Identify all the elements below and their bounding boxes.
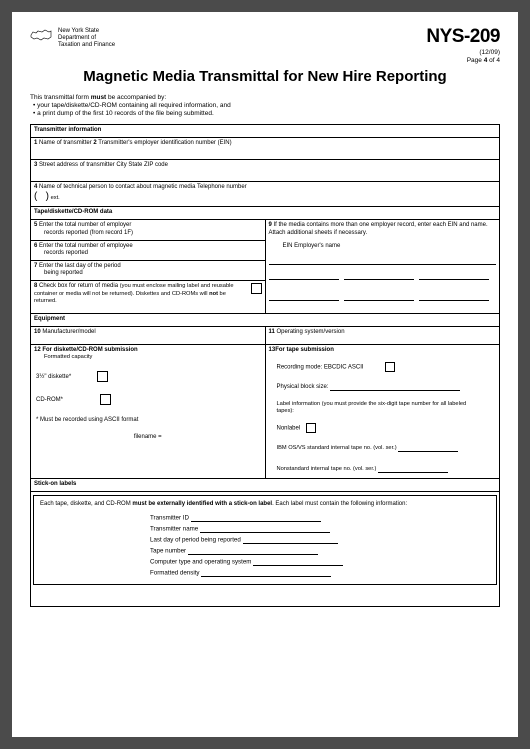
field-1-2[interactable]: 1 Name of transmitter 2 Transmitter's em… bbox=[31, 137, 500, 159]
label-transmitter-name[interactable]: Transmitter name bbox=[150, 524, 490, 533]
section-stickon: Stick-on labels bbox=[31, 479, 500, 492]
label-list: Transmitter ID Transmitter name Last day… bbox=[150, 513, 490, 577]
department-text: New York State Department of Taxation an… bbox=[58, 28, 115, 64]
header: New York State Department of Taxation an… bbox=[30, 26, 500, 64]
checkbox-nonlabel[interactable] bbox=[306, 423, 316, 433]
filename-field[interactable]: filename = bbox=[34, 428, 262, 447]
label-transmitter-id[interactable]: Transmitter ID bbox=[150, 513, 490, 522]
dept-line1: New York State bbox=[58, 28, 115, 35]
header-right: NYS-209 (12/09) Page 4 of 4 bbox=[426, 26, 500, 64]
phone-parens: ( ) bbox=[34, 191, 49, 202]
physical-block-size[interactable]: Physical block size: bbox=[277, 382, 497, 391]
field-11[interactable]: 11 Operating system/version bbox=[265, 327, 500, 345]
checkbox-return-media[interactable] bbox=[251, 283, 262, 294]
ascii-note: * Must be recorded using ASCII format bbox=[36, 417, 262, 424]
field-13: 13For tape submission Recording mode: EB… bbox=[265, 345, 500, 479]
field-6[interactable]: 6 Enter the total number of employee rec… bbox=[31, 240, 265, 260]
field-5[interactable]: 5 Enter the total number of employer rec… bbox=[31, 220, 265, 240]
header-left: New York State Department of Taxation an… bbox=[30, 26, 115, 64]
stickon-text: Each tape, diskette, and CD-ROM must be … bbox=[40, 501, 490, 508]
opt-diskette[interactable]: 3½" diskette* bbox=[36, 371, 262, 382]
checkbox-diskette[interactable] bbox=[97, 371, 108, 382]
recording-mode[interactable]: Recording mode: EBCDIC ASCII bbox=[277, 362, 497, 372]
field-3[interactable]: 3 Street address of transmitter City Sta… bbox=[31, 159, 500, 181]
field-4[interactable]: 4 Name of technical person to contact ab… bbox=[31, 181, 500, 206]
form-page: New York State Department of Taxation an… bbox=[12, 12, 518, 737]
nonstd-tape[interactable]: Nonstandard internal tape no. (vol. ser.… bbox=[277, 464, 497, 473]
field-12: 12 For diskette/CD-ROM submission Format… bbox=[31, 345, 266, 479]
opt-cdrom[interactable]: CD-ROM* bbox=[36, 394, 262, 405]
label-formatted-density[interactable]: Formatted density bbox=[150, 568, 490, 577]
intro-line1: This transmittal form must be accompanie… bbox=[30, 94, 500, 102]
nys-state-icon bbox=[30, 28, 52, 64]
form-date: (12/09) bbox=[426, 49, 500, 57]
intro-block: This transmittal form must be accompanie… bbox=[30, 94, 500, 117]
field-8[interactable]: 8 Check box for return of media (you mus… bbox=[31, 281, 265, 313]
left-5-8: 5 Enter the total number of employer rec… bbox=[31, 220, 266, 314]
label-last-day[interactable]: Last day of period being reported bbox=[150, 535, 490, 544]
page-title: Magnetic Media Transmittal for New Hire … bbox=[30, 68, 500, 86]
intro-bullet-2: • a print dump of the first 10 records o… bbox=[30, 110, 500, 118]
dept-line3: Taxation and Finance bbox=[58, 42, 115, 49]
ibm-tape[interactable]: IBM OS/VS standard internal tape no. (vo… bbox=[277, 443, 497, 452]
section-transmitter: Transmitter information bbox=[31, 124, 500, 137]
form-code: NYS-209 bbox=[426, 26, 500, 49]
checkbox-cdrom[interactable] bbox=[100, 394, 111, 405]
nonlabel[interactable]: Nonlabel bbox=[277, 423, 497, 433]
stickon-cell: Each tape, diskette, and CD-ROM must be … bbox=[31, 492, 500, 607]
field-7[interactable]: 7 Enter the last day of the period being… bbox=[31, 261, 265, 281]
section-tape: Tape/diskette/CD-ROM data bbox=[31, 207, 500, 220]
form-table: Transmitter information 1 Name of transm… bbox=[30, 124, 500, 607]
field-9-subhead: EIN Employer's name bbox=[283, 243, 497, 250]
label-tape-number[interactable]: Tape number bbox=[150, 546, 490, 555]
section-equipment: Equipment bbox=[31, 313, 500, 326]
intro-bullet-1: • your tape/diskette/CD-ROM containing a… bbox=[30, 102, 500, 110]
label-computer-os[interactable]: Computer type and operating system bbox=[150, 557, 490, 566]
page-number: Page 4 of 4 bbox=[426, 57, 500, 65]
field-10[interactable]: 10 Manufacturer/model bbox=[31, 327, 266, 345]
dept-line2: Department of bbox=[58, 35, 115, 42]
label-info-text: Label information (you must provide the … bbox=[277, 401, 482, 415]
checkbox-ebcdic-ascii[interactable] bbox=[385, 362, 395, 372]
field-9[interactable]: 9 If the media contains more than one em… bbox=[265, 220, 500, 314]
ein-lines bbox=[269, 252, 497, 307]
stickon-box: Each tape, diskette, and CD-ROM must be … bbox=[33, 495, 497, 585]
